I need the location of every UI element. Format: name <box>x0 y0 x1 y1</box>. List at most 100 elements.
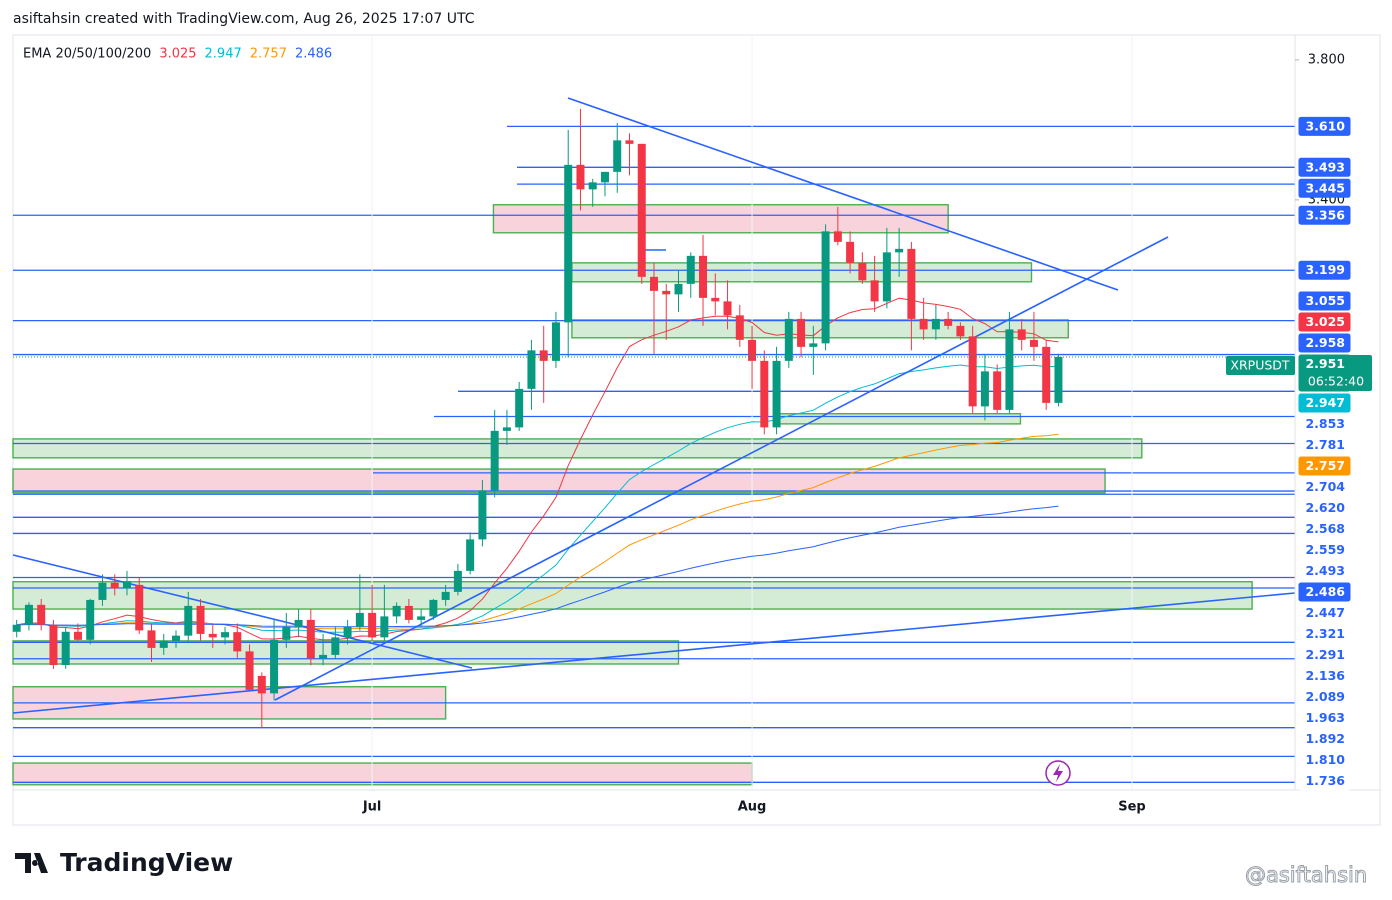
candle-body <box>1042 346 1051 403</box>
price-tag: 1.736 <box>1305 773 1345 788</box>
candle-body <box>551 322 560 361</box>
price-tag-bg <box>1298 456 1351 476</box>
candle-body <box>515 388 524 428</box>
candle-body <box>73 631 82 640</box>
candle-body <box>637 143 646 277</box>
price-tag: 2.089 <box>1305 689 1345 704</box>
candle-body <box>674 283 683 295</box>
countdown: 06:52:40 <box>1308 374 1364 389</box>
alert-icon[interactable] <box>1045 760 1071 786</box>
price-tag-bg <box>1298 414 1351 434</box>
price-tag-bg <box>1298 687 1351 707</box>
candle-body <box>502 427 511 431</box>
price-tag: 2.704 <box>1305 479 1345 494</box>
alert-bolt <box>1053 764 1063 782</box>
candle-body <box>368 612 377 638</box>
price-tag-bg <box>1298 666 1351 686</box>
trendlines <box>12 97 1296 714</box>
candle-body <box>147 630 156 648</box>
price-tag: 3.445 <box>1305 180 1345 195</box>
candle-body <box>760 360 769 428</box>
zone <box>12 438 1143 459</box>
price-tag-bg <box>1298 157 1351 177</box>
candle-body <box>110 582 119 589</box>
price-tag: 2.568 <box>1305 521 1345 536</box>
candle-body <box>319 654 328 659</box>
legend-value: 2.757 <box>250 47 287 62</box>
x-tick-label: Jul <box>362 800 382 815</box>
candle-body <box>686 255 695 284</box>
legend: EMA 20/50/100/200 3.025 2.947 2.757 2.486 <box>23 47 332 62</box>
candle-body <box>576 164 585 190</box>
price-tag: 1.892 <box>1305 731 1345 746</box>
candle-body <box>37 604 46 625</box>
candle-body <box>61 631 70 666</box>
candle-body <box>625 140 634 144</box>
candle-body <box>858 262 867 281</box>
price-tag-bg <box>1298 260 1351 280</box>
price-tag: 3.199 <box>1305 262 1345 277</box>
x-tick-label: Aug <box>738 800 767 815</box>
candle-body <box>343 626 352 638</box>
candle-body <box>539 350 548 361</box>
price-tag: 3.610 <box>1305 118 1345 133</box>
legend-value: 2.486 <box>295 47 332 62</box>
candle-body <box>245 651 254 690</box>
chart-frame <box>12 34 1381 826</box>
candle-body <box>429 599 438 617</box>
candle-body <box>221 632 230 638</box>
candle-body <box>1005 329 1014 410</box>
price-tag-bg <box>1298 624 1351 644</box>
candle-body <box>980 371 989 407</box>
trendline <box>12 554 473 669</box>
price-tag-bg <box>1298 603 1351 623</box>
price-axis: 3.8003.4003.6103.4933.4453.3563.1993.055… <box>1226 52 1372 791</box>
symbol-tag-bg <box>1226 356 1295 375</box>
candle-body <box>331 637 340 655</box>
price-tag: 2.781 <box>1305 437 1345 452</box>
watermark: @asiftahsin <box>1245 863 1367 887</box>
zone <box>571 319 1069 339</box>
candle-body <box>613 140 622 172</box>
price-tag-bg <box>1298 582 1351 602</box>
candle-body <box>86 599 95 640</box>
candle-body <box>24 604 33 625</box>
price-tag-bg <box>1298 645 1351 665</box>
candle-body <box>895 248 904 253</box>
candle-body <box>711 297 720 302</box>
candle-body <box>490 430 499 491</box>
price-tag: 2.853 <box>1305 416 1345 431</box>
candle-body <box>931 318 940 330</box>
candle-body <box>135 584 144 631</box>
price-tag: 2.951 <box>1305 356 1345 371</box>
candle-body <box>12 624 21 632</box>
candle-body <box>196 605 205 634</box>
zone <box>12 468 1106 494</box>
x-tick-label: Sep <box>1118 800 1146 815</box>
price-tag-bg <box>1298 750 1351 770</box>
zone <box>12 581 1253 610</box>
candle-body <box>797 318 806 347</box>
legend-value: 2.947 <box>205 47 242 62</box>
trendline <box>567 97 1119 291</box>
price-tag: 1.810 <box>1305 752 1345 767</box>
price-tag: 3.493 <box>1305 159 1345 174</box>
candle-body <box>809 343 818 347</box>
candle-body <box>956 325 965 337</box>
price-tag-bg <box>1298 519 1351 539</box>
candle-body <box>270 639 279 694</box>
candle-body <box>282 626 291 640</box>
candle-body <box>907 248 916 319</box>
price-tag-bg <box>1299 355 1372 391</box>
candle-body <box>748 339 757 361</box>
candle-body <box>870 280 879 302</box>
candle-body <box>944 318 953 326</box>
y-tick-label: 3.800 <box>1308 52 1345 67</box>
grid <box>371 35 1133 790</box>
candle-body <box>404 605 413 620</box>
candle-body <box>98 582 107 600</box>
price-tag-bg <box>1298 561 1351 581</box>
candle-body <box>122 581 131 589</box>
price-tag: 2.757 <box>1305 458 1345 473</box>
candle-body <box>882 252 891 302</box>
